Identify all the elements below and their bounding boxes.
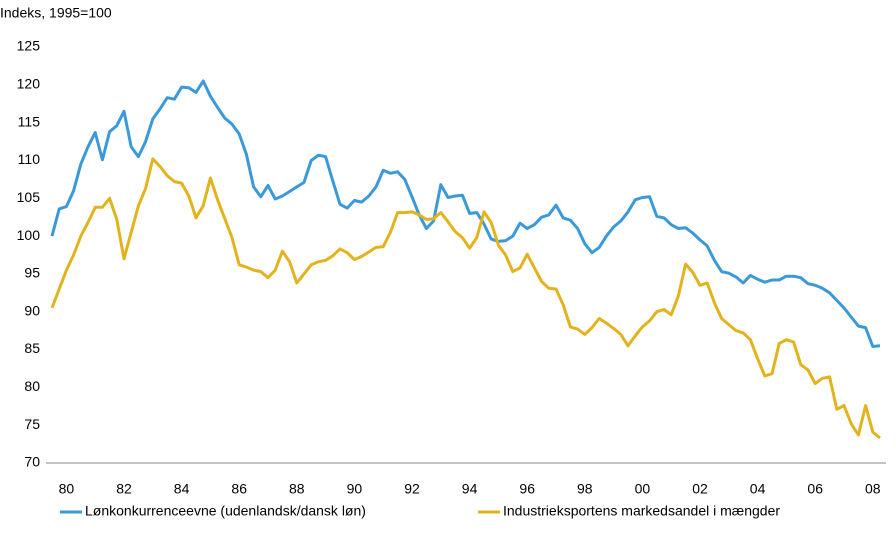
y-tick-label: 90 xyxy=(24,302,40,318)
y-tick-label: 120 xyxy=(17,76,41,92)
y-tick-label: 70 xyxy=(24,454,40,470)
x-tick-label: 08 xyxy=(865,481,881,497)
y-tick-label: 95 xyxy=(24,265,40,281)
series-line xyxy=(50,157,881,440)
x-tick-label: 04 xyxy=(750,481,766,497)
x-tick-label: 96 xyxy=(519,481,535,497)
y-tick-label: 85 xyxy=(24,340,40,356)
x-tick-label: 92 xyxy=(404,481,420,497)
x-tick-label: 80 xyxy=(59,481,75,497)
y-tick-label: 115 xyxy=(18,113,41,129)
y-tick-label: 110 xyxy=(18,151,41,167)
y-tick-label: 75 xyxy=(24,416,40,432)
series-line xyxy=(50,79,881,348)
legend-label: Industrieksportens markedsandel i mængde… xyxy=(503,503,780,519)
y-tick-label: 125 xyxy=(17,38,41,54)
x-tick-label: 82 xyxy=(116,481,132,497)
x-tick-label: 02 xyxy=(692,481,708,497)
y-tick-label: 80 xyxy=(24,378,40,394)
x-tick-label: 06 xyxy=(807,481,823,497)
legend-label: Lønkonkurrenceevne (udenlandsk/dansk løn… xyxy=(85,503,366,519)
x-tick-label: 00 xyxy=(635,481,651,497)
x-tick-label: 84 xyxy=(174,481,190,497)
x-tick-label: 90 xyxy=(347,481,363,497)
x-tick-label: 98 xyxy=(577,481,593,497)
y-tick-label: 105 xyxy=(17,189,41,205)
y-tick-label: 100 xyxy=(17,227,41,243)
x-tick-label: 94 xyxy=(462,481,478,497)
chart-title: Indeks, 1995=100 xyxy=(0,5,112,21)
x-tick-label: 86 xyxy=(231,481,247,497)
x-tick-label: 88 xyxy=(289,481,305,497)
